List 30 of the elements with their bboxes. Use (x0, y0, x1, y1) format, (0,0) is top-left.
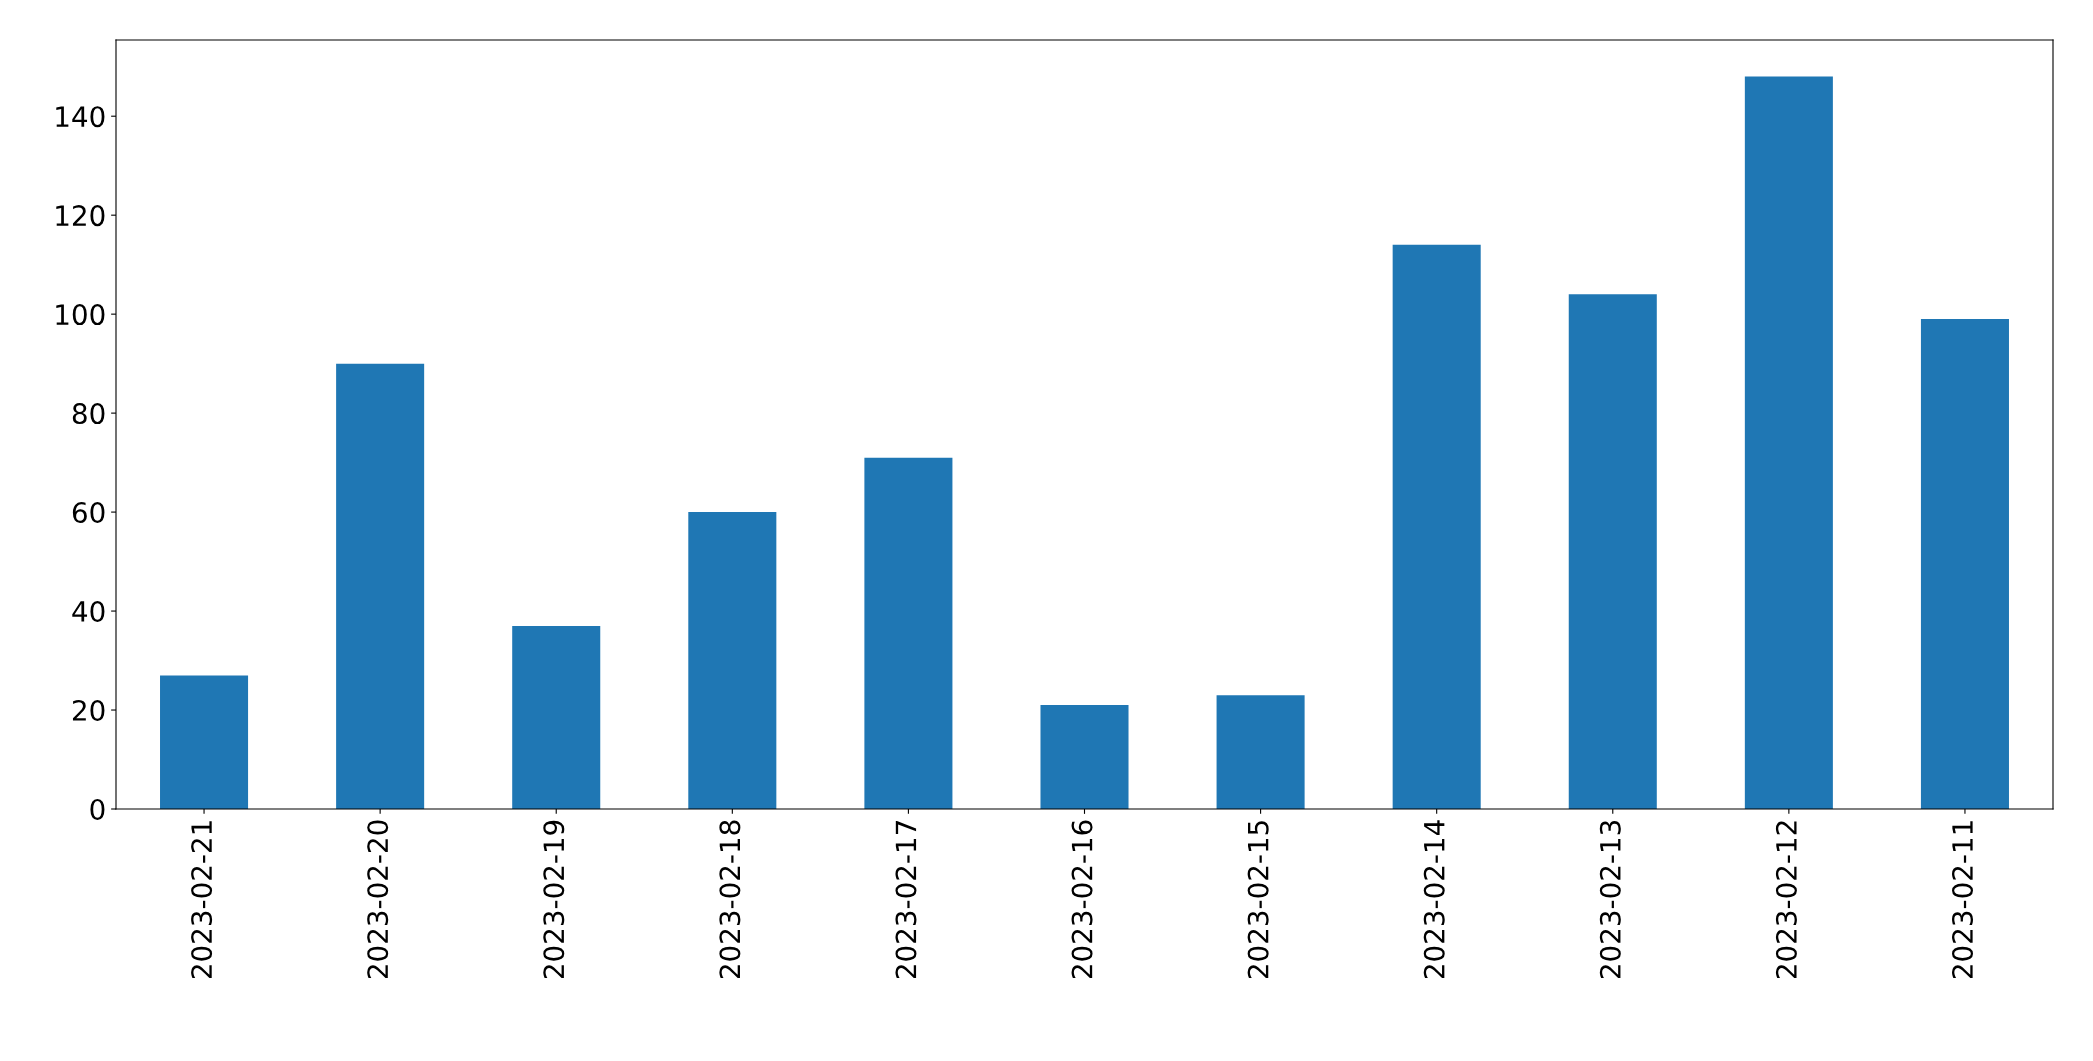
bar (864, 457, 953, 809)
bar (160, 675, 249, 809)
y-tick-label: 140 (56, 106, 105, 128)
x-tick-label: 2023-02-21 (191, 821, 213, 979)
x-tick-label: 2023-02-17 (895, 821, 917, 979)
bar (688, 512, 777, 809)
y-tick-label: 0 (90, 798, 105, 820)
y-tick-label: 20 (72, 699, 105, 721)
x-tick-label: 2023-02-20 (367, 820, 389, 979)
bar (1744, 76, 1833, 809)
x-tick-label: 2023-02-12 (1775, 821, 1797, 979)
bar (1392, 244, 1481, 809)
x-tick-label: 2023-02-15 (1247, 821, 1269, 979)
y-tick-label: 120 (56, 205, 105, 227)
y-tick-label: 60 (72, 502, 105, 524)
bar (1040, 705, 1129, 809)
bar (1920, 319, 2009, 809)
x-tick-label: 2023-02-19 (543, 820, 565, 979)
x-tick-label: 2023-02-14 (1423, 820, 1445, 979)
x-tick-label: 2023-02-18 (719, 820, 741, 979)
y-tick-label: 100 (56, 304, 105, 326)
bar (1568, 294, 1657, 809)
x-tick-label: 2023-02-11 (1952, 821, 1974, 979)
bar (1216, 695, 1305, 809)
x-tick-label: 2023-02-16 (1071, 820, 1093, 979)
x-tick-label: 2023-02-13 (1599, 820, 1621, 979)
y-tick-label: 40 (72, 601, 105, 623)
bar (336, 363, 425, 809)
bar (512, 625, 601, 809)
y-tick-label: 80 (72, 403, 105, 425)
